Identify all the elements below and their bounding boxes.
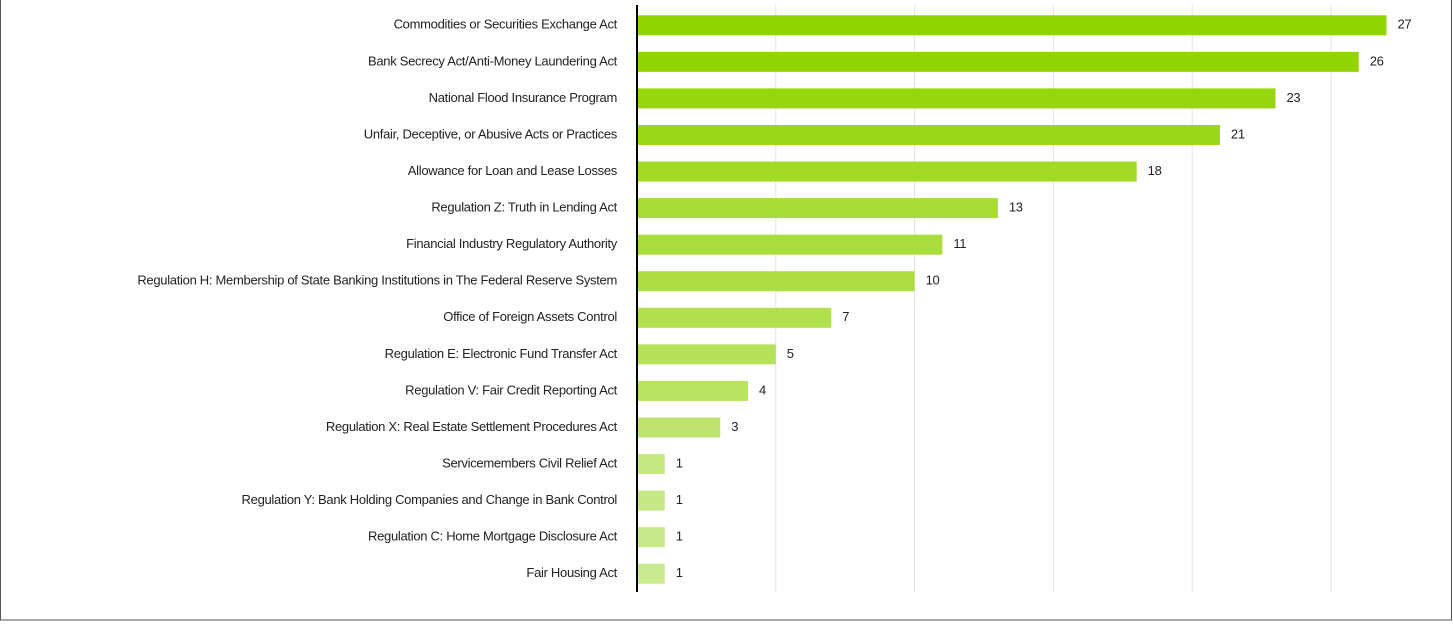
value-label: 4 bbox=[759, 382, 766, 397]
category-label: Regulation V: Fair Credit Reporting Act bbox=[405, 382, 618, 397]
bar bbox=[637, 380, 749, 401]
category-label: Regulation Z: Truth in Lending Act bbox=[431, 200, 617, 215]
value-label: 23 bbox=[1286, 90, 1300, 105]
bar bbox=[637, 15, 1387, 36]
value-label: 3 bbox=[731, 419, 738, 434]
bar bbox=[637, 454, 665, 475]
category-label: Regulation Y: Bank Holding Companies and… bbox=[242, 492, 618, 507]
category-label: Financial Industry Regulatory Authority bbox=[406, 236, 618, 251]
category-label: Commodities or Securities Exchange Act bbox=[394, 17, 618, 32]
category-label: Regulation C: Home Mortgage Disclosure A… bbox=[368, 529, 618, 544]
value-label: 11 bbox=[953, 236, 966, 251]
value-label: 26 bbox=[1370, 53, 1384, 68]
category-label: Fair Housing Act bbox=[526, 565, 617, 580]
category-label: Office of Foreign Assets Control bbox=[443, 309, 617, 324]
bar bbox=[637, 198, 998, 219]
value-label: 13 bbox=[1009, 200, 1023, 215]
bar bbox=[637, 124, 1220, 145]
value-label: 27 bbox=[1397, 17, 1411, 32]
value-label: 1 bbox=[676, 529, 683, 544]
value-label: 18 bbox=[1148, 163, 1162, 178]
value-label: 21 bbox=[1231, 126, 1245, 141]
value-label: 10 bbox=[926, 273, 940, 288]
category-label: Unfair, Deceptive, or Abusive Acts or Pr… bbox=[364, 126, 618, 141]
category-label: Regulation H: Membership of State Bankin… bbox=[137, 273, 617, 288]
bar bbox=[637, 88, 1276, 109]
value-label: 1 bbox=[676, 565, 683, 580]
bar bbox=[637, 51, 1359, 72]
bar bbox=[637, 490, 665, 511]
category-label: Bank Secrecy Act/Anti-Money Laundering A… bbox=[368, 53, 618, 68]
category-label: Regulation E: Electronic Fund Transfer A… bbox=[385, 346, 618, 361]
category-label: Servicemembers Civil Relief Act bbox=[442, 455, 618, 470]
category-label: National Flood Insurance Program bbox=[429, 90, 617, 105]
value-label: 1 bbox=[676, 455, 683, 470]
bar bbox=[637, 271, 915, 292]
value-label: 5 bbox=[787, 346, 794, 361]
value-label: 1 bbox=[676, 492, 683, 507]
bar bbox=[637, 563, 665, 584]
bar bbox=[637, 527, 665, 548]
category-label: Allowance for Loan and Lease Losses bbox=[408, 163, 618, 178]
bar bbox=[637, 344, 776, 365]
bar bbox=[637, 417, 721, 438]
category-label: Regulation X: Real Estate Settlement Pro… bbox=[326, 419, 618, 434]
bar bbox=[637, 307, 832, 328]
value-label: 7 bbox=[842, 309, 849, 324]
bar bbox=[637, 234, 943, 255]
bar bbox=[637, 161, 1137, 182]
